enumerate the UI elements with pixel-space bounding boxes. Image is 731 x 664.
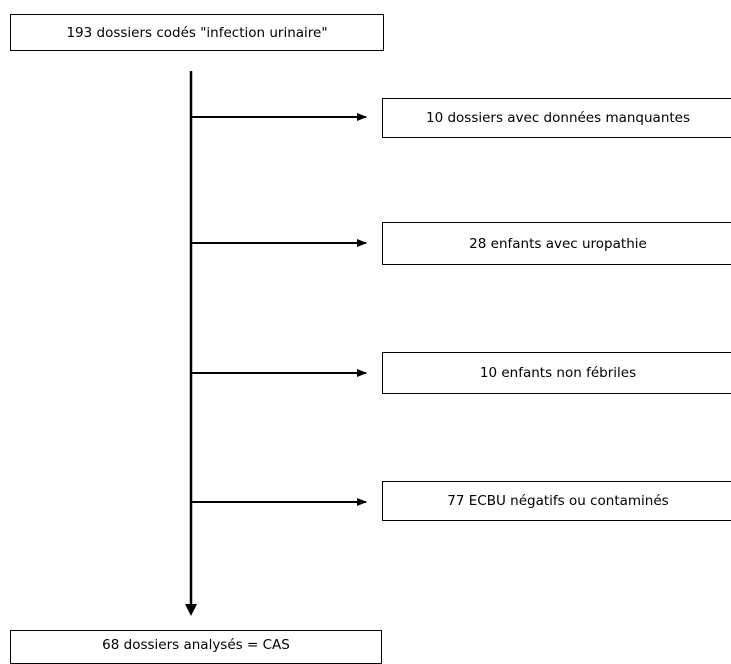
exclusion-label: 10 dossiers avec données manquantes [425, 110, 691, 126]
exclusion-box-negative-ecbu: 77 ECBU négatifs ou contaminés [382, 481, 731, 521]
end-box: 68 dossiers analysés = CAS [10, 630, 382, 664]
end-box-label: 68 dossiers analysés = CAS [102, 637, 290, 653]
flow-diagram: 193 dossiers codés "infection urinaire" … [10, 14, 731, 664]
exclusion-label: 10 enfants non fébriles [479, 365, 637, 381]
exclusion-label: 77 ECBU négatifs ou contaminés [447, 493, 669, 509]
start-box: 193 dossiers codés "infection urinaire" [10, 14, 384, 51]
exclusion-box-uropathy: 28 enfants avec uropathie [382, 222, 731, 265]
exclusion-box-non-febrile: 10 enfants non fébriles [382, 352, 731, 394]
flow-diagram-connectors [185, 71, 367, 616]
exclusion-box-missing-data: 10 dossiers avec données manquantes [382, 98, 731, 138]
exclusion-label: 28 enfants avec uropathie [469, 235, 647, 252]
start-box-label: 193 dossiers codés "infection urinaire" [66, 24, 328, 41]
main-arrowhead-down-icon [185, 604, 197, 616]
